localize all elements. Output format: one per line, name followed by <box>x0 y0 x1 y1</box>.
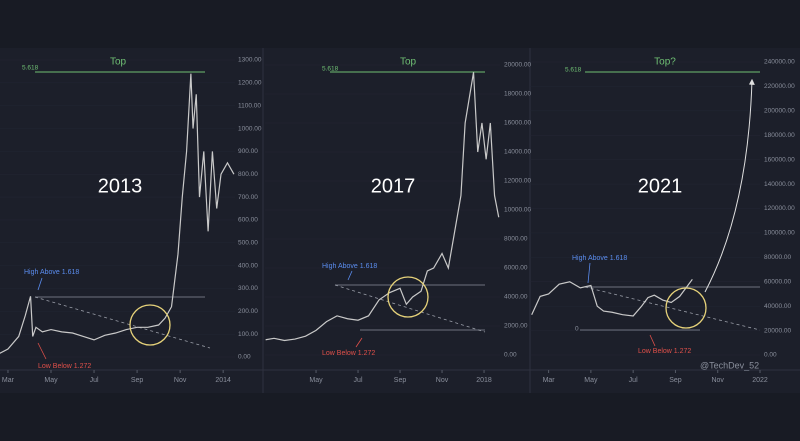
y-tick-label: 140000.00 <box>764 181 795 188</box>
y-tick-label: 2000.00 <box>504 323 528 330</box>
trend-line <box>584 286 761 331</box>
low-arrow <box>37 342 47 360</box>
low-label: Low Below 1.272 <box>38 363 91 370</box>
x-tick-label: May <box>584 377 598 384</box>
x-tick-label: Jul <box>354 377 363 384</box>
y-tick-label: 8000.00 <box>504 236 528 243</box>
y-tick-label: 4000.00 <box>504 294 528 301</box>
year-label: 2017 <box>371 175 416 197</box>
x-tick-label: Mar <box>543 377 556 384</box>
y-tick-label: 200.00 <box>238 308 258 315</box>
y-tick-label: 180000.00 <box>764 132 795 139</box>
y-tick-label: 1200.00 <box>238 80 262 87</box>
high-label: High Above 1.618 <box>572 255 627 262</box>
low-label: Low Below 1.272 <box>638 348 691 355</box>
x-tick-label: Sep <box>394 377 407 384</box>
x-tick-label: Sep <box>131 377 144 384</box>
high-label: High Above 1.618 <box>322 263 377 270</box>
year-label: 2013 <box>98 175 143 197</box>
highlight-circle <box>129 304 171 346</box>
low-label: Low Below 1.272 <box>322 350 375 357</box>
y-tick-label: 600.00 <box>238 217 258 224</box>
y-tick-label: 800.00 <box>238 171 258 178</box>
y-tick-label: 700.00 <box>238 194 258 201</box>
highlight-circle <box>387 276 429 318</box>
y-tick-label: 20000.00 <box>764 327 791 334</box>
high-label: High Above 1.618 <box>24 269 79 276</box>
x-tick-label: 2018 <box>476 377 492 384</box>
y-tick-label: 6000.00 <box>504 265 528 272</box>
x-tick-label: Nov <box>436 377 449 384</box>
top-label: Top? <box>654 57 676 68</box>
panel-area <box>0 48 800 393</box>
x-tick-label: Mar <box>2 377 15 384</box>
y-tick-label: 18000.00 <box>504 91 531 98</box>
low-arrow <box>649 334 656 347</box>
zero-label: 0 <box>575 326 579 333</box>
x-tick-label: Jul <box>629 377 638 384</box>
y-tick-label: 1000.00 <box>238 125 262 132</box>
x-tick-label: 2022 <box>752 377 768 384</box>
y-tick-label: 0.00 <box>504 352 517 359</box>
year-label: 2021 <box>638 175 683 197</box>
y-tick-label: 220000.00 <box>764 83 795 90</box>
y-tick-label: 10000.00 <box>504 207 531 214</box>
y-tick-label: 100000.00 <box>764 230 795 237</box>
top-label: Top <box>400 57 417 68</box>
y-tick-label: 16000.00 <box>504 120 531 127</box>
price-line <box>0 73 235 354</box>
y-tick-label: 240000.00 <box>764 59 795 66</box>
y-tick-label: 1300.00 <box>238 57 262 64</box>
x-tick-label: May <box>309 377 323 384</box>
watermark: @TechDev_52 <box>700 360 759 370</box>
high-arrow <box>37 277 43 291</box>
high-arrow <box>587 262 591 284</box>
y-tick-label: 300.00 <box>238 285 258 292</box>
high-arrow <box>347 270 353 281</box>
y-tick-label: 0.00 <box>238 354 251 361</box>
x-tick-label: 2014 <box>215 377 231 384</box>
y-tick-label: 12000.00 <box>504 178 531 185</box>
y-tick-label: 20000.00 <box>504 62 531 69</box>
top-label: Top <box>110 57 127 68</box>
fib-label: 5.618 <box>565 67 582 74</box>
y-tick-label: 0.00 <box>764 352 777 359</box>
x-tick-label: Sep <box>669 377 682 384</box>
y-tick-label: 60000.00 <box>764 278 791 285</box>
y-tick-label: 160000.00 <box>764 156 795 163</box>
y-tick-label: 900.00 <box>238 148 258 155</box>
y-tick-label: 80000.00 <box>764 254 791 261</box>
y-tick-label: 100.00 <box>238 331 258 338</box>
y-tick-label: 200000.00 <box>764 108 795 115</box>
y-tick-label: 120000.00 <box>764 205 795 212</box>
fib-label: 5.618 <box>22 65 39 72</box>
y-tick-label: 14000.00 <box>504 149 531 156</box>
trend-line <box>334 284 486 333</box>
fib-label: 5.618 <box>322 66 339 73</box>
x-tick-label: Nov <box>711 377 724 384</box>
y-tick-label: 500.00 <box>238 239 258 246</box>
x-tick-label: May <box>44 377 58 384</box>
low-arrow <box>355 337 363 348</box>
price-line <box>531 278 693 317</box>
trend-line <box>34 296 211 349</box>
price-line <box>265 72 500 342</box>
y-tick-label: 1100.00 <box>238 102 261 109</box>
highlight-circle <box>665 287 707 329</box>
x-tick-label: Nov <box>174 377 187 384</box>
y-tick-label: 40000.00 <box>764 303 791 310</box>
projection-curve <box>704 78 755 293</box>
y-tick-label: 400.00 <box>238 262 258 269</box>
x-tick-label: Jul <box>90 377 99 384</box>
